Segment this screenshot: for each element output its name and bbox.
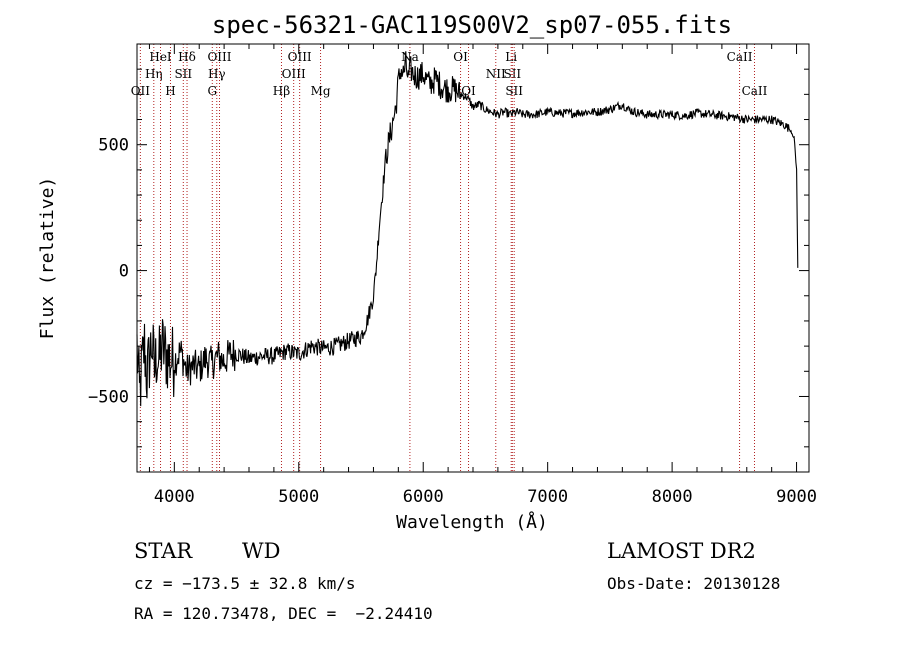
observation-date: Obs-Date: 20130128 [607, 574, 781, 593]
line-label: HeI [149, 50, 172, 64]
y-axis-ticks: −500 0 500 [88, 43, 809, 473]
x-tick-label: 6000 [403, 487, 444, 507]
line-label: OIII [288, 50, 312, 64]
x-tick-label: 5000 [278, 487, 319, 507]
line-label: NII [486, 67, 506, 81]
object-subclass: WD [242, 539, 281, 563]
line-label: Mg [311, 84, 331, 98]
line-label: OIII [207, 50, 231, 64]
x-tick-label: 7000 [527, 487, 568, 507]
y-tick-label: 0 [119, 262, 129, 282]
line-label: Hδ [178, 50, 196, 64]
y-tick-label: 500 [98, 136, 129, 156]
y-tick-label: −500 [88, 387, 129, 407]
line-label: SII [174, 67, 192, 81]
y-axis-title: Flux (relative) [37, 177, 58, 340]
x-tick-label: 8000 [652, 487, 693, 507]
x-tick-label: 9000 [776, 487, 817, 507]
coordinates: RA = 120.73478, DEC = −2.24410 [134, 604, 433, 623]
x-axis-ticks: 4000 5000 6000 7000 8000 9000 [148, 44, 817, 507]
line-label: SII [503, 67, 521, 81]
line-label: Hβ [273, 84, 290, 98]
object-class: STAR [134, 539, 193, 563]
line-label: Hγ [208, 67, 226, 81]
line-label: OI [453, 50, 468, 64]
spectrum-series-line [136, 51, 799, 407]
chart-title: spec-56321-GAC119S00V2_sp07-055.fits [212, 11, 732, 39]
line-label: Hη [145, 67, 163, 81]
line-label: SII [505, 84, 523, 98]
line-label: Li [505, 50, 517, 64]
x-axis-title: Wavelength (Å) [396, 511, 548, 533]
line-label: CaII [742, 84, 768, 98]
survey-name: LAMOST DR2 [607, 539, 756, 563]
line-label: H [165, 84, 175, 98]
line-label: OII [131, 84, 151, 98]
line-label: G [207, 84, 217, 98]
redshift-velocity: cz = −173.5 ± 32.8 km/s [134, 574, 356, 593]
line-label: OIII [282, 67, 306, 81]
x-tick-label: 4000 [154, 487, 195, 507]
line-label: CaII [727, 50, 753, 64]
